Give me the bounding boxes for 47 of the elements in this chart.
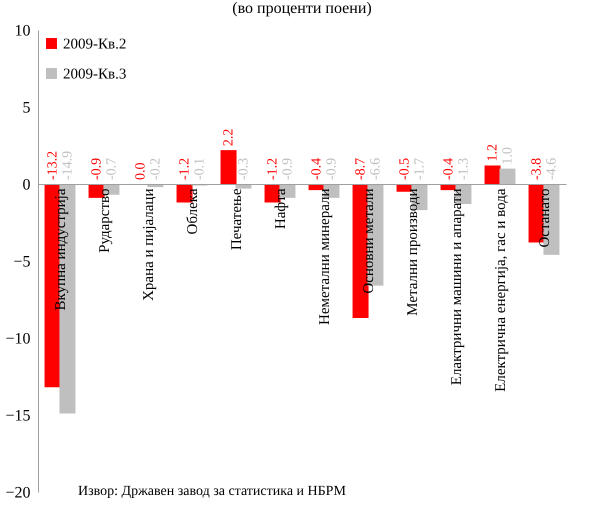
chart-title: (во проценти поени)	[232, 0, 372, 17]
data-label: 2.2	[222, 128, 237, 146]
data-label: -0.2	[148, 158, 164, 180]
y-tick-label: 5	[22, 100, 30, 116]
annotation: Извор: Државен завод за статистика и НБРМ	[78, 484, 346, 499]
x-tick-label: Нафта	[273, 188, 289, 230]
data-label: -1.7	[412, 158, 428, 180]
data-label: -1.2	[178, 158, 193, 180]
data-label: -0.7	[104, 158, 120, 180]
data-label: -3.8	[530, 158, 545, 180]
x-tick-label: Останато	[537, 188, 553, 248]
x-tick-label: Храна и пијалаци	[141, 188, 157, 301]
y-tick-label: 10	[14, 22, 30, 40]
data-label: -8.7	[354, 158, 369, 180]
x-tick-label: Основни метали	[361, 188, 377, 294]
y-tick-label: −20	[5, 484, 30, 502]
data-label: -0.9	[280, 158, 296, 180]
x-tick-label: Елактрични машини и апарати	[449, 188, 465, 386]
data-label: -0.5	[398, 158, 413, 180]
data-label: 1.0	[500, 147, 516, 165]
data-label: -0.3	[236, 158, 252, 180]
y-tick-label: −10	[5, 330, 30, 348]
data-label: -0.1	[192, 158, 208, 180]
data-label: -1.2	[266, 158, 281, 180]
x-tick-label: Рударство	[97, 188, 113, 253]
data-label: -0.4	[442, 158, 457, 180]
y-tick-label: −15	[5, 408, 30, 424]
x-tick-label: Облека	[185, 188, 201, 234]
x-tick-label: Метални производи	[405, 188, 421, 316]
data-label: -4.6	[544, 158, 560, 180]
legend-label: 2009-Кв.2	[63, 36, 126, 52]
x-tick-label: Печатење	[229, 188, 245, 250]
x-tick-label: Вкупна индустрија	[53, 188, 69, 310]
x-tick-label: Електрична енергија, гас и вода	[493, 188, 509, 392]
legend-label: 2009-Кв.3	[63, 66, 126, 82]
x-tick-label: Неметални минерали	[317, 188, 333, 325]
data-label: 0.0	[134, 162, 149, 180]
y-tick-label: 0	[22, 176, 30, 194]
data-label: -1.3	[456, 158, 472, 180]
data-label: -0.4	[310, 158, 325, 180]
y-tick-label: −5	[13, 254, 30, 270]
data-label: -0.9	[90, 158, 105, 180]
data-label: -13.2	[46, 150, 61, 180]
data-label: -6.6	[368, 158, 384, 180]
data-label: -14.9	[60, 150, 76, 180]
data-label: -0.9	[324, 158, 340, 180]
data-label: 1.2	[486, 144, 501, 162]
